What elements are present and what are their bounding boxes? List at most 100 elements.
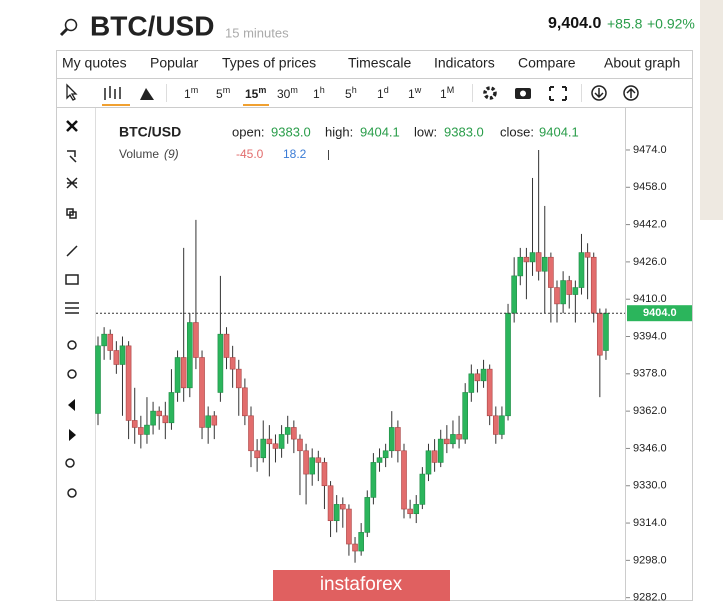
- candle-body: [486, 368, 493, 417]
- candle-body: [554, 287, 560, 305]
- tool-rect[interactable]: [65, 274, 79, 285]
- candle-body: [431, 450, 438, 463]
- tool-zoom-plus[interactable]: [65, 458, 75, 468]
- tool-line[interactable]: [66, 245, 78, 257]
- candle-body: [187, 322, 193, 389]
- candle-body: [437, 438, 444, 463]
- volume-label: Volume: [119, 147, 159, 161]
- tool-fib[interactable]: [65, 302, 79, 314]
- tool-erase[interactable]: [67, 150, 77, 163]
- y-tick-label: 9442.0: [633, 218, 667, 230]
- tool-zoom-in[interactable]: [67, 340, 77, 350]
- download-icon[interactable]: [591, 85, 607, 101]
- menu-item[interactable]: My quotes: [62, 55, 127, 71]
- cursor-icon[interactable]: [66, 83, 78, 101]
- timeframe[interactable]: 5h: [345, 85, 357, 101]
- search-icon[interactable]: [64, 18, 78, 32]
- y-tick-label: 9426.0: [633, 256, 667, 268]
- tool-copy-b: [69, 211, 77, 219]
- tf-unit: m: [191, 85, 199, 95]
- tf-num: 30: [277, 87, 291, 101]
- timeframe[interactable]: 15m: [245, 85, 266, 101]
- candle-body: [321, 462, 328, 487]
- legend-label: high:: [325, 124, 353, 139]
- tool-clear[interactable]: [66, 177, 78, 189]
- candle-body: [223, 333, 230, 358]
- candle-body: [505, 312, 511, 417]
- tf-unit: h: [352, 85, 357, 95]
- legend-value: 9404.1: [539, 124, 579, 139]
- candle-body: [235, 368, 242, 389]
- tf-unit: w: [414, 85, 422, 95]
- y-tick-label: 9458.0: [633, 181, 667, 193]
- candle-body: [180, 357, 187, 389]
- candle-body: [101, 333, 107, 347]
- candle-body: [499, 415, 505, 435]
- candle-body: [376, 457, 383, 463]
- menu-item[interactable]: Indicators: [434, 55, 495, 71]
- candle-body: [248, 415, 254, 452]
- tf-unit: m: [258, 85, 266, 95]
- candle-body: [401, 450, 407, 510]
- tool-right[interactable]: [69, 429, 76, 441]
- price: 9,404.0: [548, 15, 601, 32]
- candle-body: [229, 357, 236, 370]
- tool-zoom-out[interactable]: [67, 369, 77, 379]
- candle-body: [150, 410, 156, 426]
- menu-item[interactable]: Types of prices: [222, 55, 316, 71]
- last-price-label: 9404.0: [643, 307, 677, 319]
- timeframe[interactable]: 1h: [313, 85, 325, 101]
- menu-item[interactable]: Popular: [150, 55, 199, 71]
- timeframe[interactable]: 1w: [408, 85, 422, 101]
- symbol: BTC/USD: [90, 10, 214, 41]
- candle-body: [95, 345, 101, 414]
- upload-icon[interactable]: [623, 85, 639, 101]
- candle-body: [174, 357, 181, 393]
- candle-body: [523, 256, 530, 263]
- menu-item[interactable]: About graph: [604, 55, 680, 71]
- timeframe[interactable]: 1m: [184, 85, 198, 101]
- tool-close[interactable]: [66, 120, 78, 132]
- timeframe[interactable]: 1d: [377, 85, 389, 101]
- candle-body: [333, 504, 340, 522]
- candle-body: [388, 427, 395, 452]
- tf-unit: m: [223, 85, 231, 95]
- candle-body: [603, 312, 609, 351]
- candles-icon[interactable]: [104, 86, 121, 100]
- candle-body: [560, 280, 566, 305]
- area-icon[interactable]: [140, 88, 154, 100]
- candle-body: [578, 252, 585, 288]
- timeframe[interactable]: 5m: [216, 85, 230, 101]
- candle-body: [548, 256, 554, 288]
- tf-num: 15: [245, 87, 259, 101]
- candle-body: [535, 252, 542, 272]
- candle-body: [492, 415, 499, 435]
- candle-body: [303, 450, 309, 475]
- candle-body: [358, 532, 364, 552]
- tf-unit: M: [447, 85, 455, 95]
- tool-zoom-minus[interactable]: [67, 488, 77, 498]
- candle-body: [352, 543, 358, 552]
- volume-b: 18.2: [283, 147, 307, 161]
- interval: 15 minutes: [225, 25, 289, 40]
- timeframe[interactable]: 1M: [440, 85, 454, 101]
- volume-period: (9): [164, 147, 179, 161]
- candle-body: [193, 322, 199, 358]
- candle-body: [211, 415, 218, 426]
- menu-item[interactable]: Compare: [518, 55, 576, 71]
- candle-body: [309, 457, 316, 475]
- candle-body: [254, 450, 260, 459]
- settings-icon[interactable]: [483, 86, 497, 100]
- volume-a: -45.0: [236, 147, 264, 161]
- tool-left[interactable]: [68, 399, 75, 411]
- menu-item[interactable]: Timescale: [348, 55, 411, 71]
- timeframe[interactable]: 30m: [277, 85, 298, 101]
- fullscreen-icon[interactable]: [549, 86, 567, 101]
- change: +85.8: [607, 16, 643, 32]
- candle-body: [511, 275, 517, 314]
- candle-body: [266, 438, 273, 445]
- candle-body: [462, 392, 469, 440]
- candle-body: [107, 333, 114, 351]
